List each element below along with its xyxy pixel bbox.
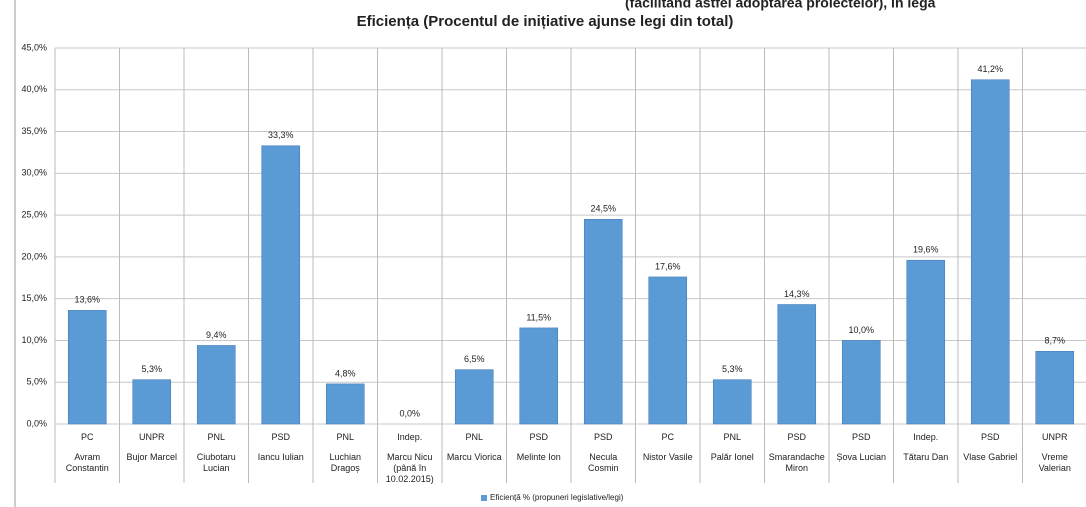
chart-title: Eficiența (Procentul de inițiative ajuns…	[357, 13, 734, 30]
x-tick-label: Necula Cosmin	[587, 452, 619, 473]
value-label: 17,6%	[655, 261, 681, 271]
y-tick-label: 0,0%	[26, 418, 47, 428]
value-label: 9,4%	[206, 330, 227, 340]
x-tick-label: Marcu Nicu (până în 10.02.2015)	[385, 452, 434, 484]
value-label: 24,5%	[590, 204, 616, 214]
party-label: Indep.	[913, 432, 939, 442]
y-tick-label: 20,0%	[21, 251, 47, 261]
bar	[325, 383, 365, 425]
value-label: 0,0%	[399, 408, 420, 418]
value-label: 19,6%	[913, 245, 939, 255]
party-label: PC	[661, 432, 674, 442]
bar	[906, 259, 946, 425]
bar	[67, 310, 107, 425]
party-label: PSD	[787, 432, 806, 442]
y-tick-label: 10,0%	[21, 335, 47, 345]
value-label: 33,3%	[268, 130, 294, 140]
bar	[519, 327, 559, 425]
x-tick-label: Vlase Gabriel	[963, 452, 1018, 462]
party-label: PNL	[723, 432, 741, 442]
y-tick-label: 5,0%	[26, 377, 47, 387]
x-tick-label: Melinte Ion	[516, 452, 561, 462]
y-tick-label: 15,0%	[21, 293, 47, 303]
value-label: 4,8%	[335, 368, 356, 378]
bar	[712, 379, 752, 425]
x-tick-label: Bujor Marcel	[126, 452, 177, 462]
header-fragment: (facilitând astfel adoptarea proiectelor…	[625, 0, 936, 11]
party-label: PNL	[336, 432, 354, 442]
bar	[583, 218, 623, 425]
legend-label: Eficiență % (propuneri legislative/legi)	[490, 493, 624, 502]
party-label: PSD	[271, 432, 290, 442]
x-tick-label: Iancu Iulian	[257, 452, 304, 462]
x-tick-label: Luchian Dragoș	[329, 452, 362, 473]
value-label: 5,3%	[141, 364, 162, 374]
x-tick-label: Nistor Vasile	[642, 452, 693, 462]
party-label: UNPR	[138, 432, 165, 442]
party-label: PNL	[465, 432, 483, 442]
bar	[1035, 351, 1075, 425]
y-tick-label: 35,0%	[21, 126, 47, 136]
party-label: PC	[80, 432, 94, 442]
bar	[648, 276, 688, 425]
party-label: Indep.	[397, 432, 423, 442]
y-tick-label: 25,0%	[21, 209, 47, 219]
x-tick-label: Tătaru Dan	[903, 452, 949, 462]
x-tick-label: Șova Lucian	[836, 452, 887, 462]
value-label: 8,7%	[1044, 336, 1065, 346]
party-label: UNPR	[1041, 432, 1068, 442]
bar	[261, 145, 301, 425]
x-tick-label: Vreme Valerian	[1038, 452, 1071, 473]
party-label: PNL	[207, 432, 225, 442]
value-label: 41,2%	[977, 64, 1003, 74]
value-label: 14,3%	[784, 289, 810, 299]
bar	[454, 369, 494, 425]
y-tick-label: 40,0%	[21, 84, 47, 94]
x-tick-label: Marcu Viorica	[446, 452, 502, 462]
x-tick-label: Smarandache Miron	[768, 452, 825, 473]
party-label: PSD	[593, 432, 613, 442]
value-label: 13,6%	[74, 295, 100, 305]
bar	[841, 340, 881, 425]
value-label: 11,5%	[526, 312, 551, 322]
x-tick-label: Palăr Ionel	[710, 452, 754, 462]
bar	[777, 304, 817, 425]
x-tick-label: Avram Constantin	[65, 452, 109, 473]
y-tick-label: 30,0%	[21, 168, 47, 178]
party-label: PSD	[529, 432, 548, 442]
value-label: 5,3%	[722, 364, 743, 374]
party-label: PSD	[980, 432, 1000, 442]
legend-swatch	[481, 495, 487, 501]
party-label: PSD	[851, 432, 871, 442]
bar	[970, 79, 1010, 425]
x-tick-label: Ciubotaru Lucian	[196, 452, 236, 473]
bar	[196, 345, 236, 425]
value-label: 10,0%	[848, 325, 874, 335]
bar	[132, 379, 172, 425]
y-tick-label: 45,0%	[21, 42, 47, 52]
value-label: 6,5%	[464, 354, 485, 364]
